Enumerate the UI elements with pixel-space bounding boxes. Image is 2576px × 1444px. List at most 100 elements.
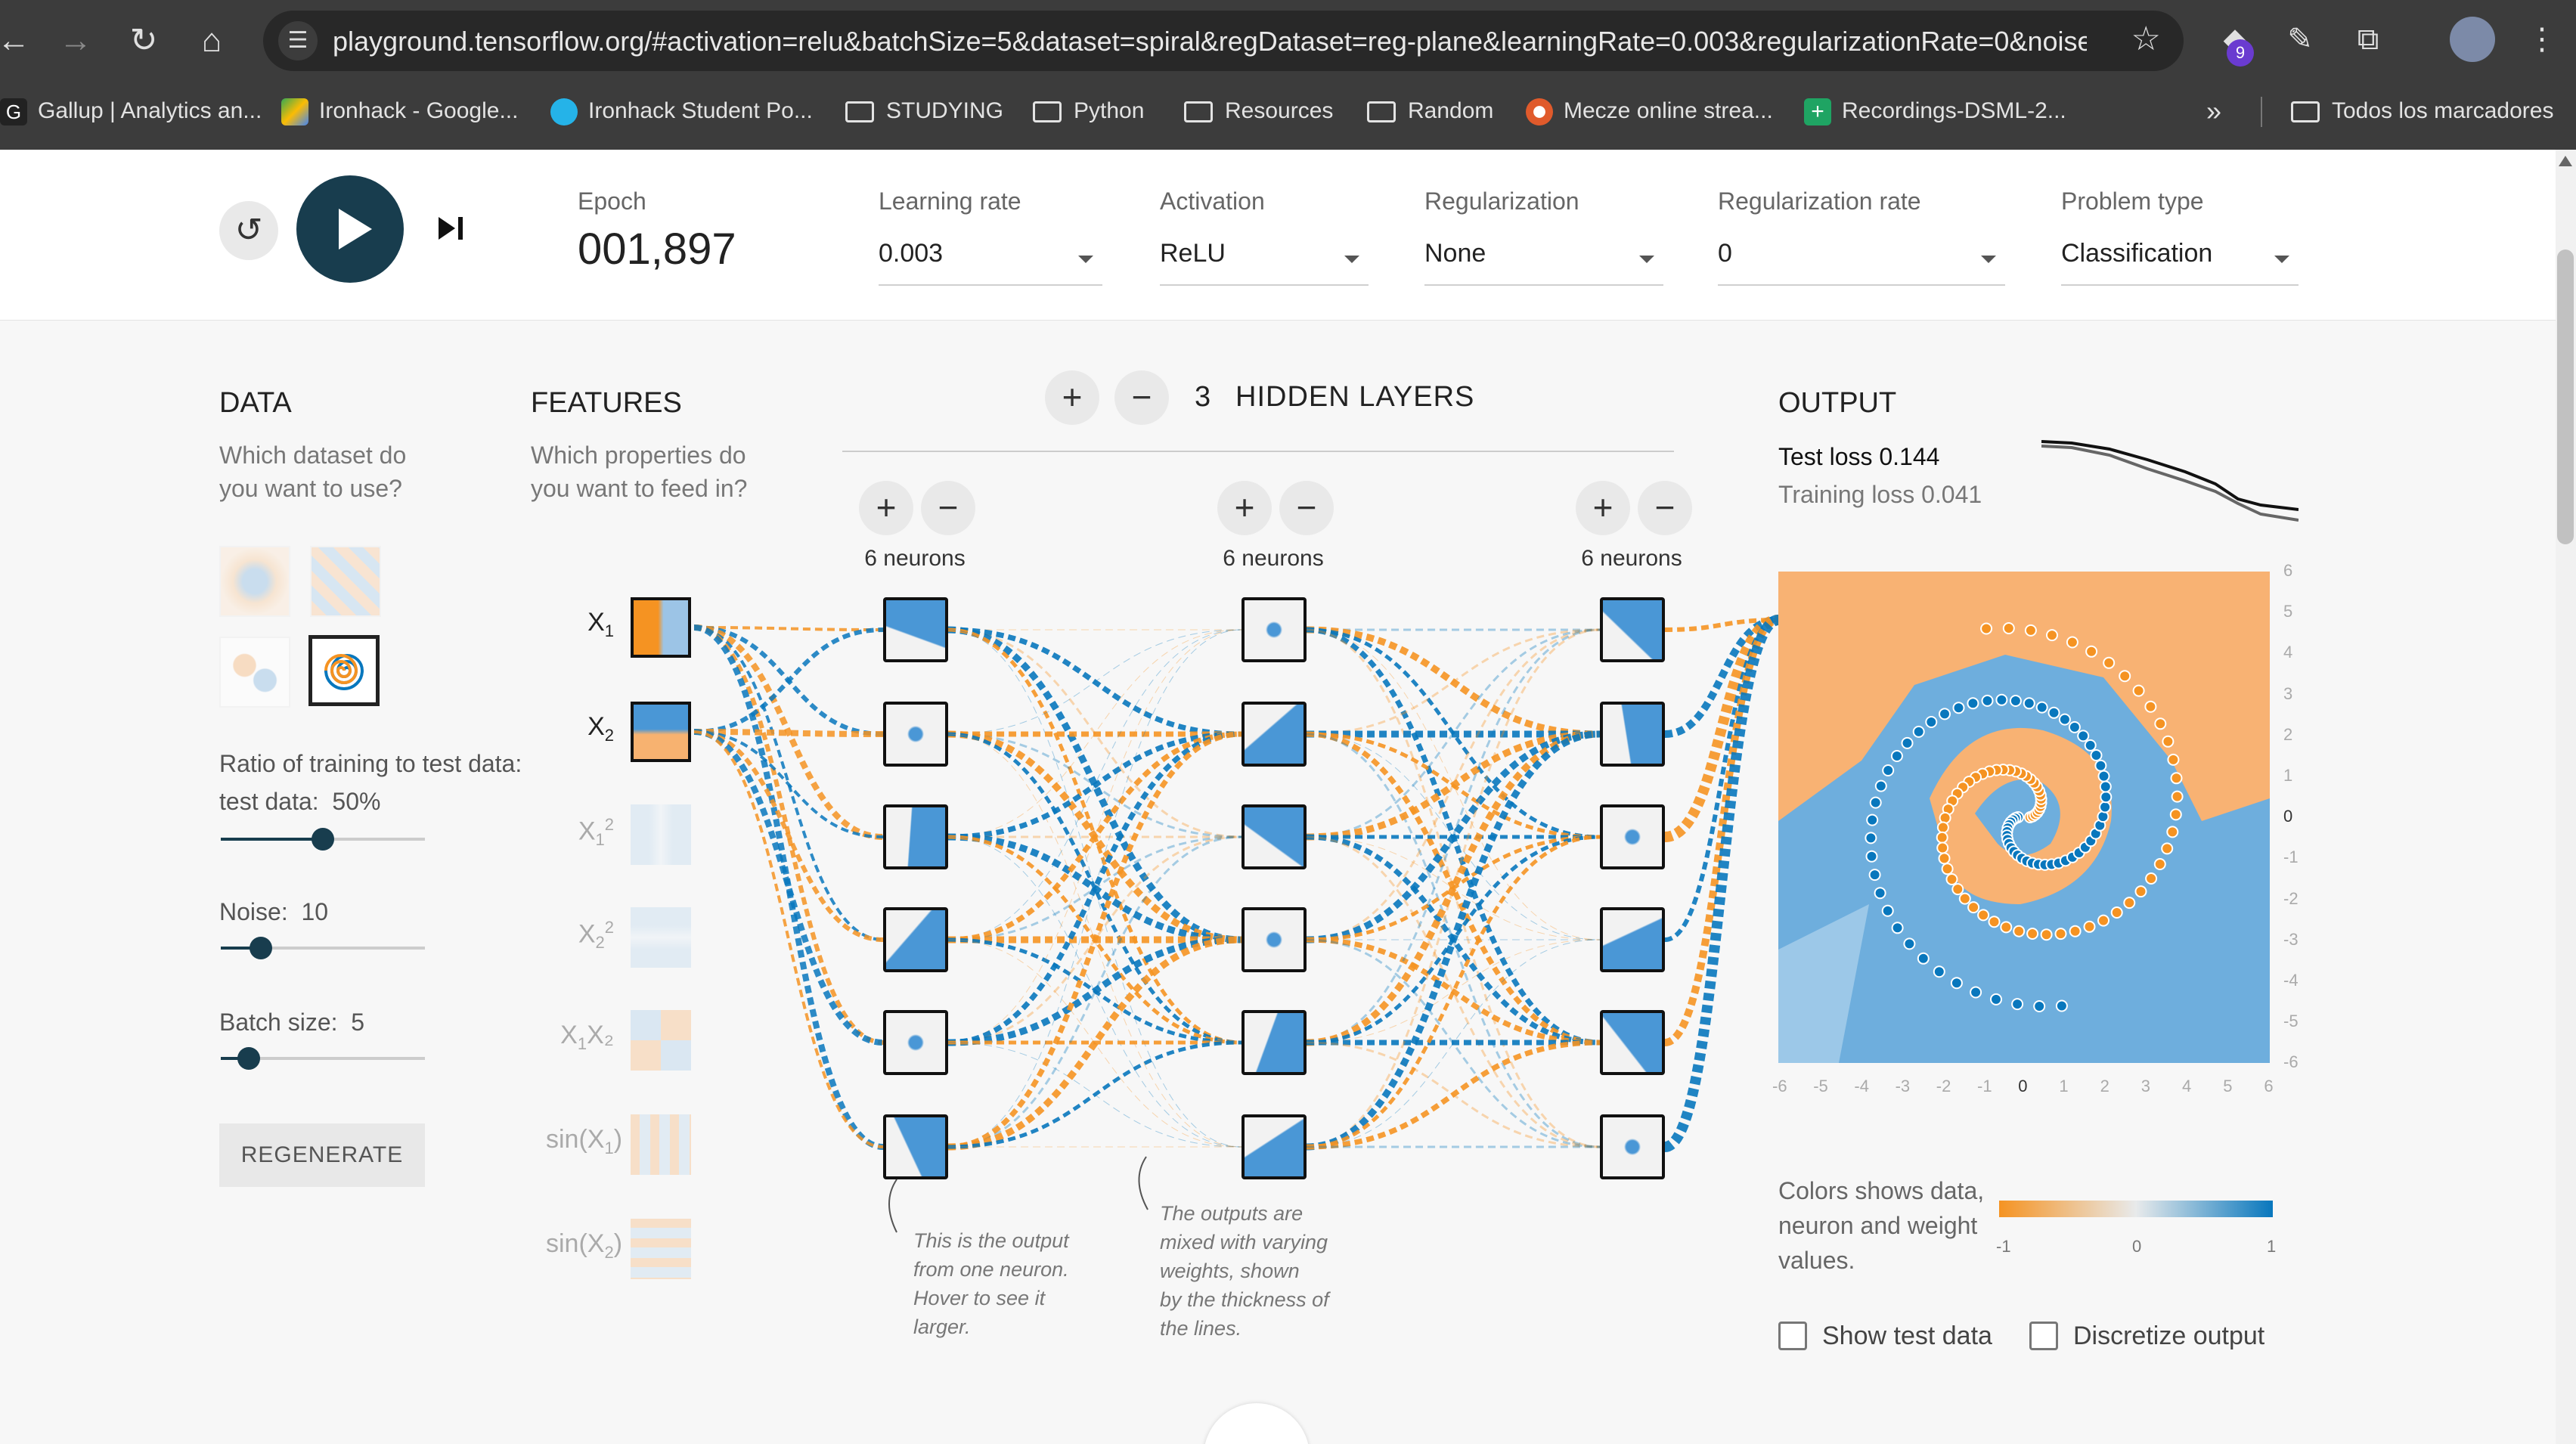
weight-link[interactable] (693, 624, 884, 1150)
weight-link[interactable] (693, 624, 884, 840)
dataset-xor[interactable] (310, 546, 381, 617)
weight-link[interactable] (947, 731, 1242, 840)
discretize-output-label[interactable]: Discretize output (2073, 1322, 2265, 1350)
weight-link[interactable] (1306, 836, 1601, 940)
regenerate-button[interactable]: REGENERATE (219, 1123, 425, 1187)
weight-link[interactable] (693, 627, 884, 734)
activation-select[interactable]: ReLU (1160, 239, 1369, 286)
weight-link[interactable] (947, 936, 1242, 1046)
scroll-up-arrow-icon[interactable] (2559, 156, 2572, 166)
home-icon[interactable]: ⌂ (201, 22, 222, 59)
weight-link[interactable] (693, 730, 884, 1148)
neuron-node[interactable] (883, 1010, 948, 1075)
remove-neuron-button[interactable]: − (921, 481, 975, 535)
discretize-output-checkbox[interactable] (2029, 1322, 2058, 1350)
weight-link[interactable] (947, 939, 1242, 1148)
neuron-node[interactable] (1242, 907, 1307, 972)
weight-link[interactable] (947, 733, 1242, 1148)
weight-link[interactable] (1306, 730, 1601, 1151)
weight-link[interactable] (1306, 628, 1601, 1148)
dataset-circle[interactable] (219, 546, 290, 617)
weight-link[interactable] (947, 835, 1242, 1148)
weight-link[interactable] (1306, 730, 1601, 1046)
all-bookmarks-button[interactable]: Todos los marcadores (2291, 94, 2553, 129)
weight-link[interactable] (1306, 731, 1601, 1046)
weight-link[interactable] (947, 629, 1242, 1043)
weight-link[interactable] (1306, 939, 1601, 1148)
forward-arrow-icon[interactable]: → (59, 22, 92, 59)
noise-slider[interactable] (221, 947, 425, 950)
add-neuron-button[interactable]: + (1576, 481, 1630, 535)
weight-link[interactable] (947, 731, 1242, 1046)
bookmark-gallup[interactable]: G Gallup | Analytics an... (0, 94, 262, 129)
weight-link[interactable] (693, 626, 884, 941)
weight-link[interactable] (947, 1040, 1242, 1149)
weight-link[interactable] (947, 629, 1242, 1148)
neuron-node[interactable] (883, 804, 948, 869)
bookmarks-overflow-button[interactable]: » (2206, 95, 2222, 126)
back-arrow-icon[interactable]: ← (0, 22, 30, 59)
address-bar[interactable]: ☰ playground.tensorflow.org/#activation=… (263, 11, 2184, 71)
weight-link[interactable] (947, 626, 1242, 944)
show-test-data-label[interactable]: Show test data (1822, 1322, 1992, 1350)
weight-link[interactable] (693, 729, 884, 737)
feature-toggle[interactable] (631, 597, 691, 658)
batch-size-slider[interactable] (221, 1057, 425, 1060)
bookmark-mecze[interactable]: Mecze online strea... (1526, 94, 1773, 129)
weight-link[interactable] (1306, 835, 1601, 1045)
neuron-node[interactable] (1242, 702, 1307, 767)
weight-link[interactable] (1306, 939, 1601, 1043)
weight-link[interactable] (1306, 629, 1601, 940)
weight-link[interactable] (947, 628, 1242, 838)
weight-link[interactable] (1306, 628, 1601, 736)
weight-link[interactable] (1306, 937, 1601, 1046)
weight-link[interactable] (693, 729, 884, 1046)
dataset-gaussian[interactable] (219, 637, 290, 708)
weight-link[interactable] (1306, 733, 1601, 940)
weight-link[interactable] (693, 625, 884, 1045)
reset-button[interactable]: ↺ (219, 201, 278, 260)
neuron-node[interactable] (1600, 1114, 1665, 1179)
feature-toggle[interactable] (631, 1219, 691, 1279)
step-button[interactable] (437, 212, 470, 245)
neuron-node[interactable] (1242, 1010, 1307, 1075)
weight-link[interactable] (1664, 618, 1779, 942)
weight-link[interactable] (1664, 618, 1779, 632)
weight-link[interactable] (1306, 628, 1601, 838)
dataset-spiral[interactable] (308, 635, 380, 706)
weight-link[interactable] (1306, 834, 1601, 1046)
weight-link[interactable] (947, 937, 1242, 1045)
feature-toggle[interactable] (631, 1010, 691, 1071)
weight-link[interactable] (947, 731, 1242, 943)
feature-toggle[interactable] (631, 1114, 691, 1175)
neuron-node[interactable] (1600, 702, 1665, 767)
weight-link[interactable] (1664, 616, 1779, 738)
weight-link[interactable] (1306, 1041, 1601, 1148)
weight-link[interactable] (947, 732, 1242, 1045)
bookmark-folder-random[interactable]: Random (1367, 94, 1493, 129)
neuron-node[interactable] (883, 1114, 948, 1179)
neuron-node[interactable] (883, 702, 948, 767)
neuron-node[interactable] (883, 597, 948, 662)
profile-avatar[interactable] (2450, 17, 2495, 62)
weight-link[interactable] (947, 835, 1242, 1045)
neuron-node[interactable] (883, 907, 948, 972)
weight-link[interactable] (1306, 835, 1601, 1149)
scrollbar-thumb[interactable] (2557, 249, 2574, 544)
remove-neuron-button[interactable]: − (1279, 481, 1334, 535)
weight-link[interactable] (1306, 1040, 1601, 1150)
weight-link[interactable] (947, 936, 1242, 1151)
regularization-select[interactable]: None (1424, 239, 1663, 286)
problem-type-select[interactable]: Classification (2061, 239, 2299, 286)
remove-neuron-button[interactable]: − (1638, 481, 1692, 535)
weight-link[interactable] (1306, 628, 1601, 1044)
bookmark-star-icon[interactable]: ☆ (2131, 20, 2161, 57)
show-test-data-checkbox[interactable] (1778, 1322, 1807, 1350)
weight-link[interactable] (947, 835, 1242, 1044)
puzzle-extensions-icon[interactable]: ⧉ (2357, 23, 2379, 56)
menu-dots-icon[interactable]: ⋮ (2527, 23, 2557, 56)
add-layer-button[interactable]: + (1045, 370, 1099, 425)
weight-link[interactable] (1306, 835, 1601, 942)
weight-link[interactable] (1306, 733, 1601, 1148)
weight-link[interactable] (947, 731, 1242, 1150)
